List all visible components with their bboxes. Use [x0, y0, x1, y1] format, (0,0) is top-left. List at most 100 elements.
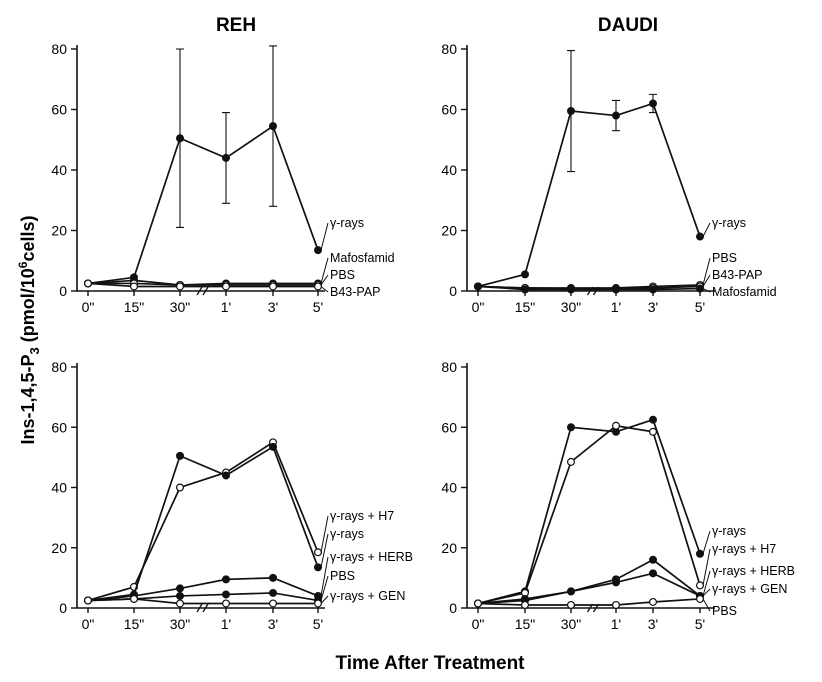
panel-1: REH 0 20 40 60 80 0" 15" 30" 1' 3' 5' γ-rays Mafosfam… [51, 15, 394, 315]
data-point [222, 471, 231, 480]
x-tick-label: 3' [268, 299, 278, 315]
data-point [648, 285, 657, 294]
data-point [648, 427, 657, 436]
x-axis-label: Time After Treatment [336, 653, 526, 674]
data-point [695, 594, 704, 603]
series-label: γ-rays + H7 [712, 542, 776, 556]
series-4: B43-PAP [83, 279, 381, 299]
data-point [222, 575, 231, 584]
data-point [176, 282, 185, 291]
data-point [695, 284, 704, 293]
series-leader-line [702, 274, 711, 287]
series-label: γ-rays + HERB [712, 564, 795, 578]
series-line [88, 282, 318, 286]
data-point [566, 457, 575, 466]
y-tick-label: 20 [441, 540, 457, 556]
x-tick-label: 3' [648, 616, 658, 632]
data-point [566, 587, 575, 596]
x-tick-label: 5' [313, 616, 323, 632]
y-tick-label: 60 [441, 419, 457, 435]
series-line [87, 598, 318, 605]
x-tick-label: 5' [695, 299, 705, 315]
data-point [222, 153, 231, 162]
y-tick-label: 80 [441, 41, 457, 57]
series-leader-line [702, 548, 711, 586]
data-point [314, 282, 323, 291]
series-leader-line [320, 556, 329, 597]
series-label: γ-rays [712, 524, 746, 538]
series-label: γ-rays [330, 527, 364, 541]
x-tick-label: 30" [170, 299, 191, 315]
y-tick-label: 0 [59, 283, 67, 299]
data-point [130, 282, 139, 291]
y-axis-label-cells: cells) [18, 215, 38, 261]
x-tick-label: 5' [695, 616, 705, 632]
data-point [611, 111, 620, 120]
x-tick-label: 30" [561, 299, 582, 315]
series-label: γ-rays + GEN [330, 589, 405, 603]
data-point [611, 578, 620, 587]
series-line [87, 445, 319, 602]
data-point [269, 599, 278, 608]
series-leader-line [702, 257, 711, 286]
x-tick-label: 15" [124, 616, 145, 632]
series-1: γ-rays [474, 415, 746, 608]
y-tick-label: 40 [441, 480, 457, 496]
data-point [176, 483, 185, 492]
y-tick-label: 20 [441, 223, 457, 239]
data-point [176, 591, 185, 600]
data-point [314, 246, 323, 255]
x-tick-label: 1' [221, 299, 231, 315]
data-point [648, 415, 657, 424]
series-line [87, 124, 319, 285]
data-point [695, 232, 704, 241]
series-leader-line [702, 598, 711, 612]
data-point [269, 122, 278, 131]
data-point [474, 599, 483, 608]
data-point [611, 285, 620, 294]
data-point [176, 599, 185, 608]
data-point [176, 134, 185, 143]
data-point [269, 282, 278, 291]
panel-2: DAUDI 0 20 40 60 80 0" 15" 30" 1' 3' 5' γ-rays PBS B43… [441, 15, 776, 315]
data-point [611, 600, 620, 609]
series-leader-line [320, 222, 329, 251]
y-tick-label: 80 [51, 41, 67, 57]
data-point [222, 599, 231, 608]
data-point [520, 270, 529, 279]
data-point [566, 423, 575, 432]
y-tick-label: 40 [51, 480, 67, 496]
y-tick-label: 80 [51, 359, 67, 375]
panel-3: 0 20 40 60 80 0" 15" 30" 1' 3' 5' γ-rays + H7 γ-rays… [51, 359, 413, 632]
data-point [520, 285, 529, 294]
series-label: Mafosfamid [330, 251, 395, 265]
y-tick-label: 40 [51, 162, 67, 178]
y-tick-label: 20 [51, 223, 67, 239]
y-axis-label: Ins-1,4,5-P3 (pmol/106cells) [16, 215, 42, 444]
data-point [269, 588, 278, 597]
x-tick-label: 5' [313, 299, 323, 315]
x-tick-label: 0" [82, 616, 95, 632]
y-tick-label: 60 [441, 102, 457, 118]
series-5: PBS [474, 594, 737, 618]
series-label: γ-rays [330, 216, 364, 230]
data-point [566, 285, 575, 294]
data-point [566, 600, 575, 609]
y-tick-label: 60 [51, 102, 67, 118]
y-axis-label-units: (pmol/10 [18, 268, 38, 347]
data-point [474, 282, 483, 291]
series-label: γ-rays [712, 216, 746, 230]
data-point [695, 549, 704, 558]
x-tick-label: 0" [82, 299, 95, 315]
axis-break-mark [196, 286, 209, 296]
data-point [83, 279, 92, 288]
axis-break-mark [196, 603, 209, 613]
series-1: γ-rays [474, 49, 746, 291]
series-1: γ-rays [83, 45, 364, 288]
data-point [176, 584, 185, 593]
y-tick-label: 60 [51, 419, 67, 435]
y-axis-label-sub: 3 [27, 347, 42, 354]
series-leader-line [320, 257, 329, 284]
data-point [314, 563, 323, 572]
